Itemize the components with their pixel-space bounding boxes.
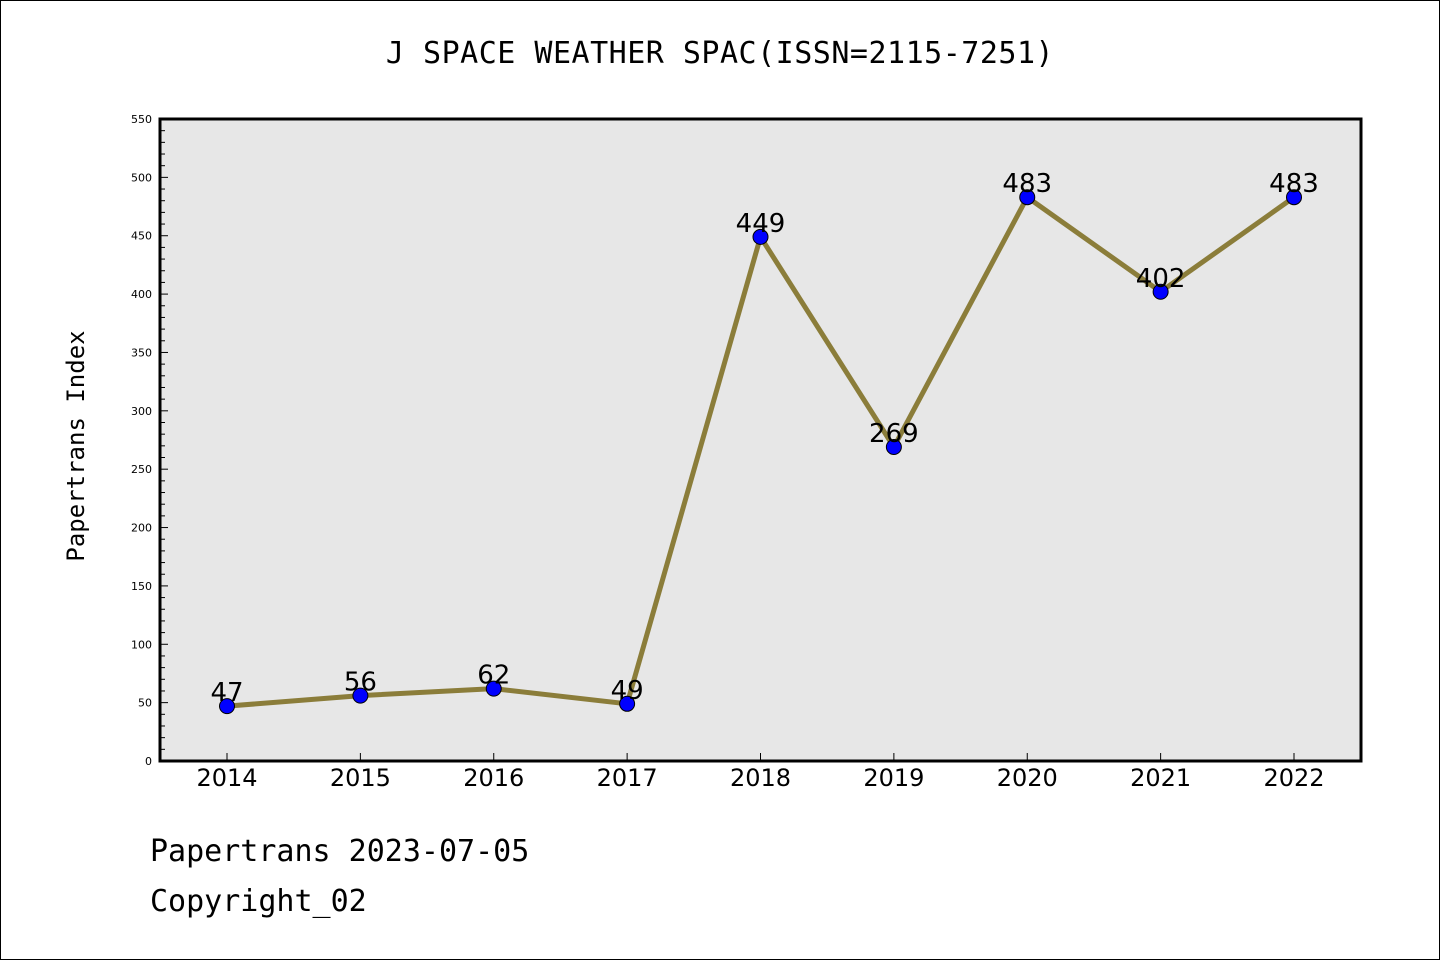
y-axis-ticks: 0 50 100 150 200 250 300 350 400 450 500 550 <box>131 113 168 768</box>
y-tick-label: 350 <box>131 346 152 359</box>
y-tick-label: 100 <box>131 638 152 651</box>
data-point <box>1152 283 1169 300</box>
x-tick-label: 2015 <box>330 764 391 792</box>
data-point <box>752 228 769 245</box>
y-tick-label: 300 <box>131 405 152 418</box>
y-tick-label: 500 <box>131 171 152 184</box>
y-tick-label: 450 <box>131 230 152 243</box>
data-label: 449 <box>736 209 786 239</box>
x-tick-label: 2022 <box>1263 764 1324 792</box>
plot-area <box>158 117 1363 763</box>
data-label: 483 <box>1002 169 1052 199</box>
data-label: 56 <box>344 668 377 698</box>
x-tick-label: 2018 <box>730 764 791 792</box>
data-point <box>352 687 369 704</box>
x-tick-label: 2019 <box>863 764 924 792</box>
y-tick-label: 400 <box>131 288 152 301</box>
data-label: 269 <box>869 419 919 449</box>
x-tick-label: 2021 <box>1130 764 1191 792</box>
data-point <box>1286 189 1302 206</box>
data-point <box>485 680 502 697</box>
x-tick-label: 2016 <box>463 764 524 792</box>
data-label: 47 <box>210 678 243 708</box>
y-tick-label: 0 <box>145 755 152 768</box>
data-label: 62 <box>477 661 510 691</box>
series-group <box>219 189 1302 715</box>
chart-title: J SPACE WEATHER SPAC(ISSN=2115-7251) <box>385 36 1055 71</box>
x-tick-label: 2017 <box>597 764 658 792</box>
data-label: 483 <box>1269 169 1319 199</box>
y-tick-label: 50 <box>138 697 152 710</box>
x-tick-label: 2020 <box>997 764 1058 792</box>
footer-date: Papertrans 2023-07-05 <box>150 834 530 869</box>
y-tick-label: 550 <box>131 113 152 126</box>
y-tick-label: 200 <box>131 522 152 535</box>
data-point <box>619 695 636 712</box>
y-tick-label: 150 <box>131 580 152 593</box>
data-label: 49 <box>611 676 644 706</box>
data-point <box>885 439 902 456</box>
y-tick-label: 250 <box>131 463 152 476</box>
x-axis-ticks: 2014 2015 2016 2017 2018 2019 2020 2021 2022 <box>196 753 1325 792</box>
footer-copyright: Copyright_02 <box>150 884 367 919</box>
data-point <box>219 698 235 715</box>
data-point <box>1019 189 1036 206</box>
data-label: 402 <box>1136 264 1186 294</box>
x-tick-label: 2014 <box>196 764 257 792</box>
data-labels-group: 47 56 62 49 449 269 483 402 483 <box>210 169 1318 708</box>
